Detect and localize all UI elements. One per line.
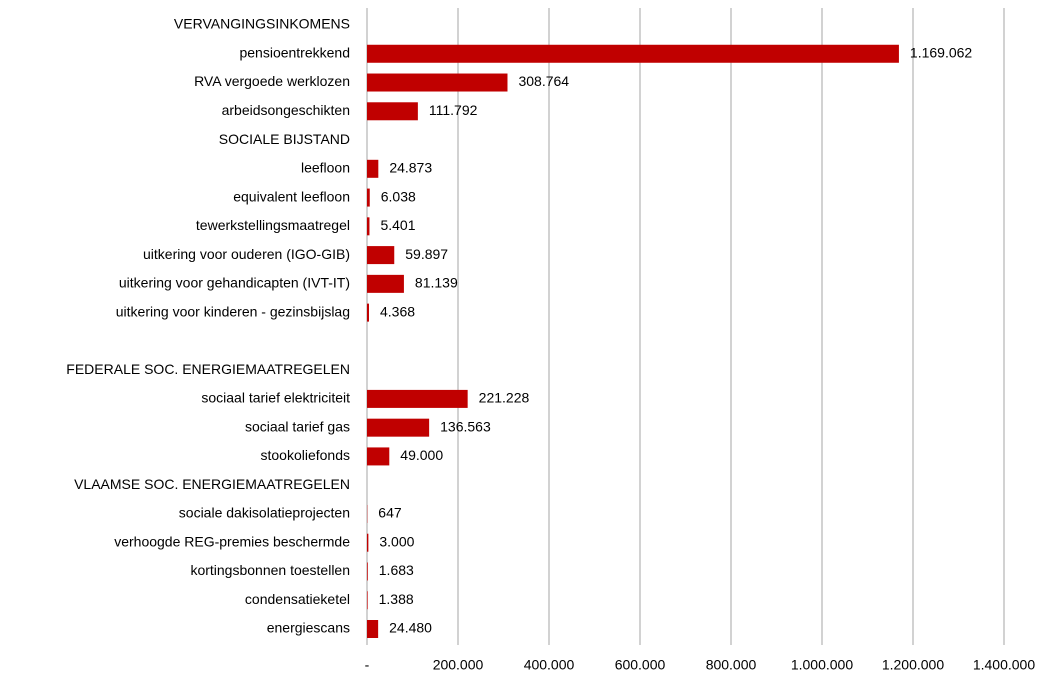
x-tick-label: 1.200.000: [882, 657, 944, 673]
value-label: 24.480: [389, 620, 432, 636]
bar: [367, 418, 430, 437]
value-label: 49.000: [400, 447, 443, 463]
bar: [367, 389, 468, 408]
bar: [367, 591, 368, 610]
bar: [367, 217, 370, 236]
bar: [367, 533, 369, 552]
value-label: 81.139: [415, 275, 458, 291]
value-label: 1.388: [379, 591, 414, 607]
value-label: 4.368: [380, 303, 415, 319]
y-tick-label: uitkering voor gehandicapten (IVT-IT): [119, 275, 350, 291]
x-tick-label: 400.000: [524, 657, 575, 673]
value-label: 1.683: [379, 562, 414, 578]
bar: [367, 102, 418, 121]
y-tick-label: sociaal tarief elektriciteit: [201, 390, 350, 406]
y-tick-label: verhoogde REG-premies beschermde: [114, 533, 350, 549]
value-label: 1.169.062: [910, 44, 972, 60]
x-tick-label: -: [365, 657, 370, 673]
y-tick-label: sociaal tarief gas: [245, 418, 350, 434]
value-label: 136.563: [440, 418, 491, 434]
bar: [367, 303, 369, 322]
bar: [367, 188, 370, 207]
bar: [367, 246, 395, 265]
y-tick-label: arbeidsongeschikten: [222, 102, 350, 118]
y-tick-label: condensatieketel: [245, 591, 350, 607]
y-tick-label: stookoliefonds: [260, 447, 350, 463]
value-label: 308.764: [518, 73, 569, 89]
bar: [367, 44, 899, 63]
y-tick-label: energiescans: [267, 620, 350, 636]
y-tick-label: uitkering voor ouderen (IGO-GIB): [143, 246, 350, 262]
y-tick-label: equivalent leefloon: [233, 188, 350, 204]
bar: [367, 274, 404, 293]
x-tick-label: 1.400.000: [973, 657, 1035, 673]
value-label: 111.792: [429, 102, 478, 118]
y-tick-label: RVA vergoede werklozen: [194, 73, 350, 89]
y-tick-label: FEDERALE SOC. ENERGIEMAATREGELEN: [66, 361, 350, 377]
bar: [367, 159, 379, 178]
value-label: 24.873: [389, 160, 432, 176]
y-tick-label: VLAAMSE SOC. ENERGIEMAATREGELEN: [74, 476, 350, 492]
bar: [367, 562, 368, 581]
y-tick-label: kortingsbonnen toestellen: [190, 562, 350, 578]
x-tick-label: 200.000: [433, 657, 484, 673]
y-tick-label: VERVANGINGSINKOMENS: [174, 16, 350, 32]
bar: [367, 447, 390, 466]
y-tick-label: tewerkstellingsmaatregel: [196, 217, 350, 233]
value-label: 3.000: [379, 533, 414, 549]
y-tick-label: leefloon: [301, 160, 350, 176]
value-label: 59.897: [405, 246, 448, 262]
y-tick-label: uitkering voor kinderen - gezinsbijslag: [116, 303, 350, 319]
y-tick-label: sociale dakisolatieprojecten: [179, 505, 350, 521]
value-label: 221.228: [479, 390, 530, 406]
x-tick-label: 600.000: [615, 657, 666, 673]
value-label: 5.401: [380, 217, 415, 233]
bar: [367, 73, 508, 92]
y-tick-label: pensioentrekkend: [239, 44, 350, 60]
bar: [367, 620, 379, 638]
x-tick-label: 1.000.000: [791, 657, 853, 673]
value-label: 6.038: [381, 188, 416, 204]
y-tick-label: SOCIALE BIJSTAND: [219, 131, 350, 147]
value-label: 647: [378, 505, 402, 521]
x-tick-label: 800.000: [706, 657, 757, 673]
